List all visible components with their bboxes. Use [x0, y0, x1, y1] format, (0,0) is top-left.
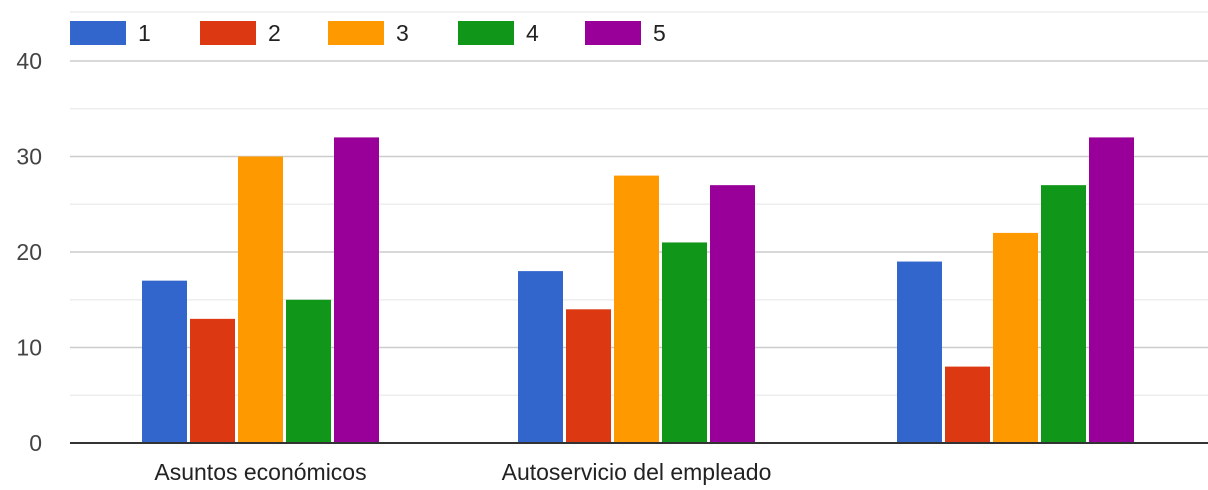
bars — [142, 137, 1134, 443]
bar[interactable] — [334, 137, 379, 443]
y-tick-label: 20 — [16, 239, 42, 265]
legend-label: 4 — [526, 20, 539, 46]
legend-item-2[interactable]: 2 — [200, 20, 281, 46]
x-category-label: Autoservicio del empleado — [502, 459, 772, 485]
bar[interactable] — [1089, 137, 1134, 443]
x-axis-category-labels: Asuntos económicos Autoservicio del emple… — [154, 459, 771, 485]
legend-swatch — [70, 21, 126, 45]
bar[interactable] — [897, 261, 942, 443]
legend-swatch — [585, 21, 641, 45]
legend-item-5[interactable]: 5 — [585, 20, 666, 46]
bar[interactable] — [518, 271, 563, 443]
bar[interactable] — [1041, 185, 1086, 443]
legend-label: 3 — [396, 20, 409, 46]
y-axis-tick-labels: 0 10 20 30 40 — [16, 48, 42, 456]
legend-item-4[interactable]: 4 — [458, 20, 539, 46]
legend-label: 1 — [138, 20, 151, 46]
legend-swatch — [458, 21, 514, 45]
y-tick-label: 0 — [29, 430, 42, 456]
bar[interactable] — [945, 366, 990, 443]
bar[interactable] — [286, 299, 331, 443]
legend-swatch — [200, 21, 256, 45]
y-tick-label: 30 — [16, 144, 42, 170]
bar[interactable] — [710, 185, 755, 443]
bar[interactable] — [614, 175, 659, 443]
legend-label: 5 — [653, 20, 666, 46]
bar[interactable] — [662, 242, 707, 443]
bar[interactable] — [190, 318, 235, 443]
legend-swatch — [328, 21, 384, 45]
y-tick-label: 40 — [16, 48, 42, 74]
bar[interactable] — [238, 156, 283, 444]
legend[interactable]: 1 2 3 4 5 — [70, 20, 666, 46]
bar[interactable] — [993, 232, 1038, 443]
x-category-label: Asuntos económicos — [154, 459, 366, 485]
bar[interactable] — [566, 309, 611, 443]
y-tick-label: 10 — [16, 335, 42, 361]
legend-item-1[interactable]: 1 — [70, 20, 151, 46]
legend-label: 2 — [268, 20, 281, 46]
bar[interactable] — [142, 280, 187, 443]
legend-item-3[interactable]: 3 — [328, 20, 409, 46]
